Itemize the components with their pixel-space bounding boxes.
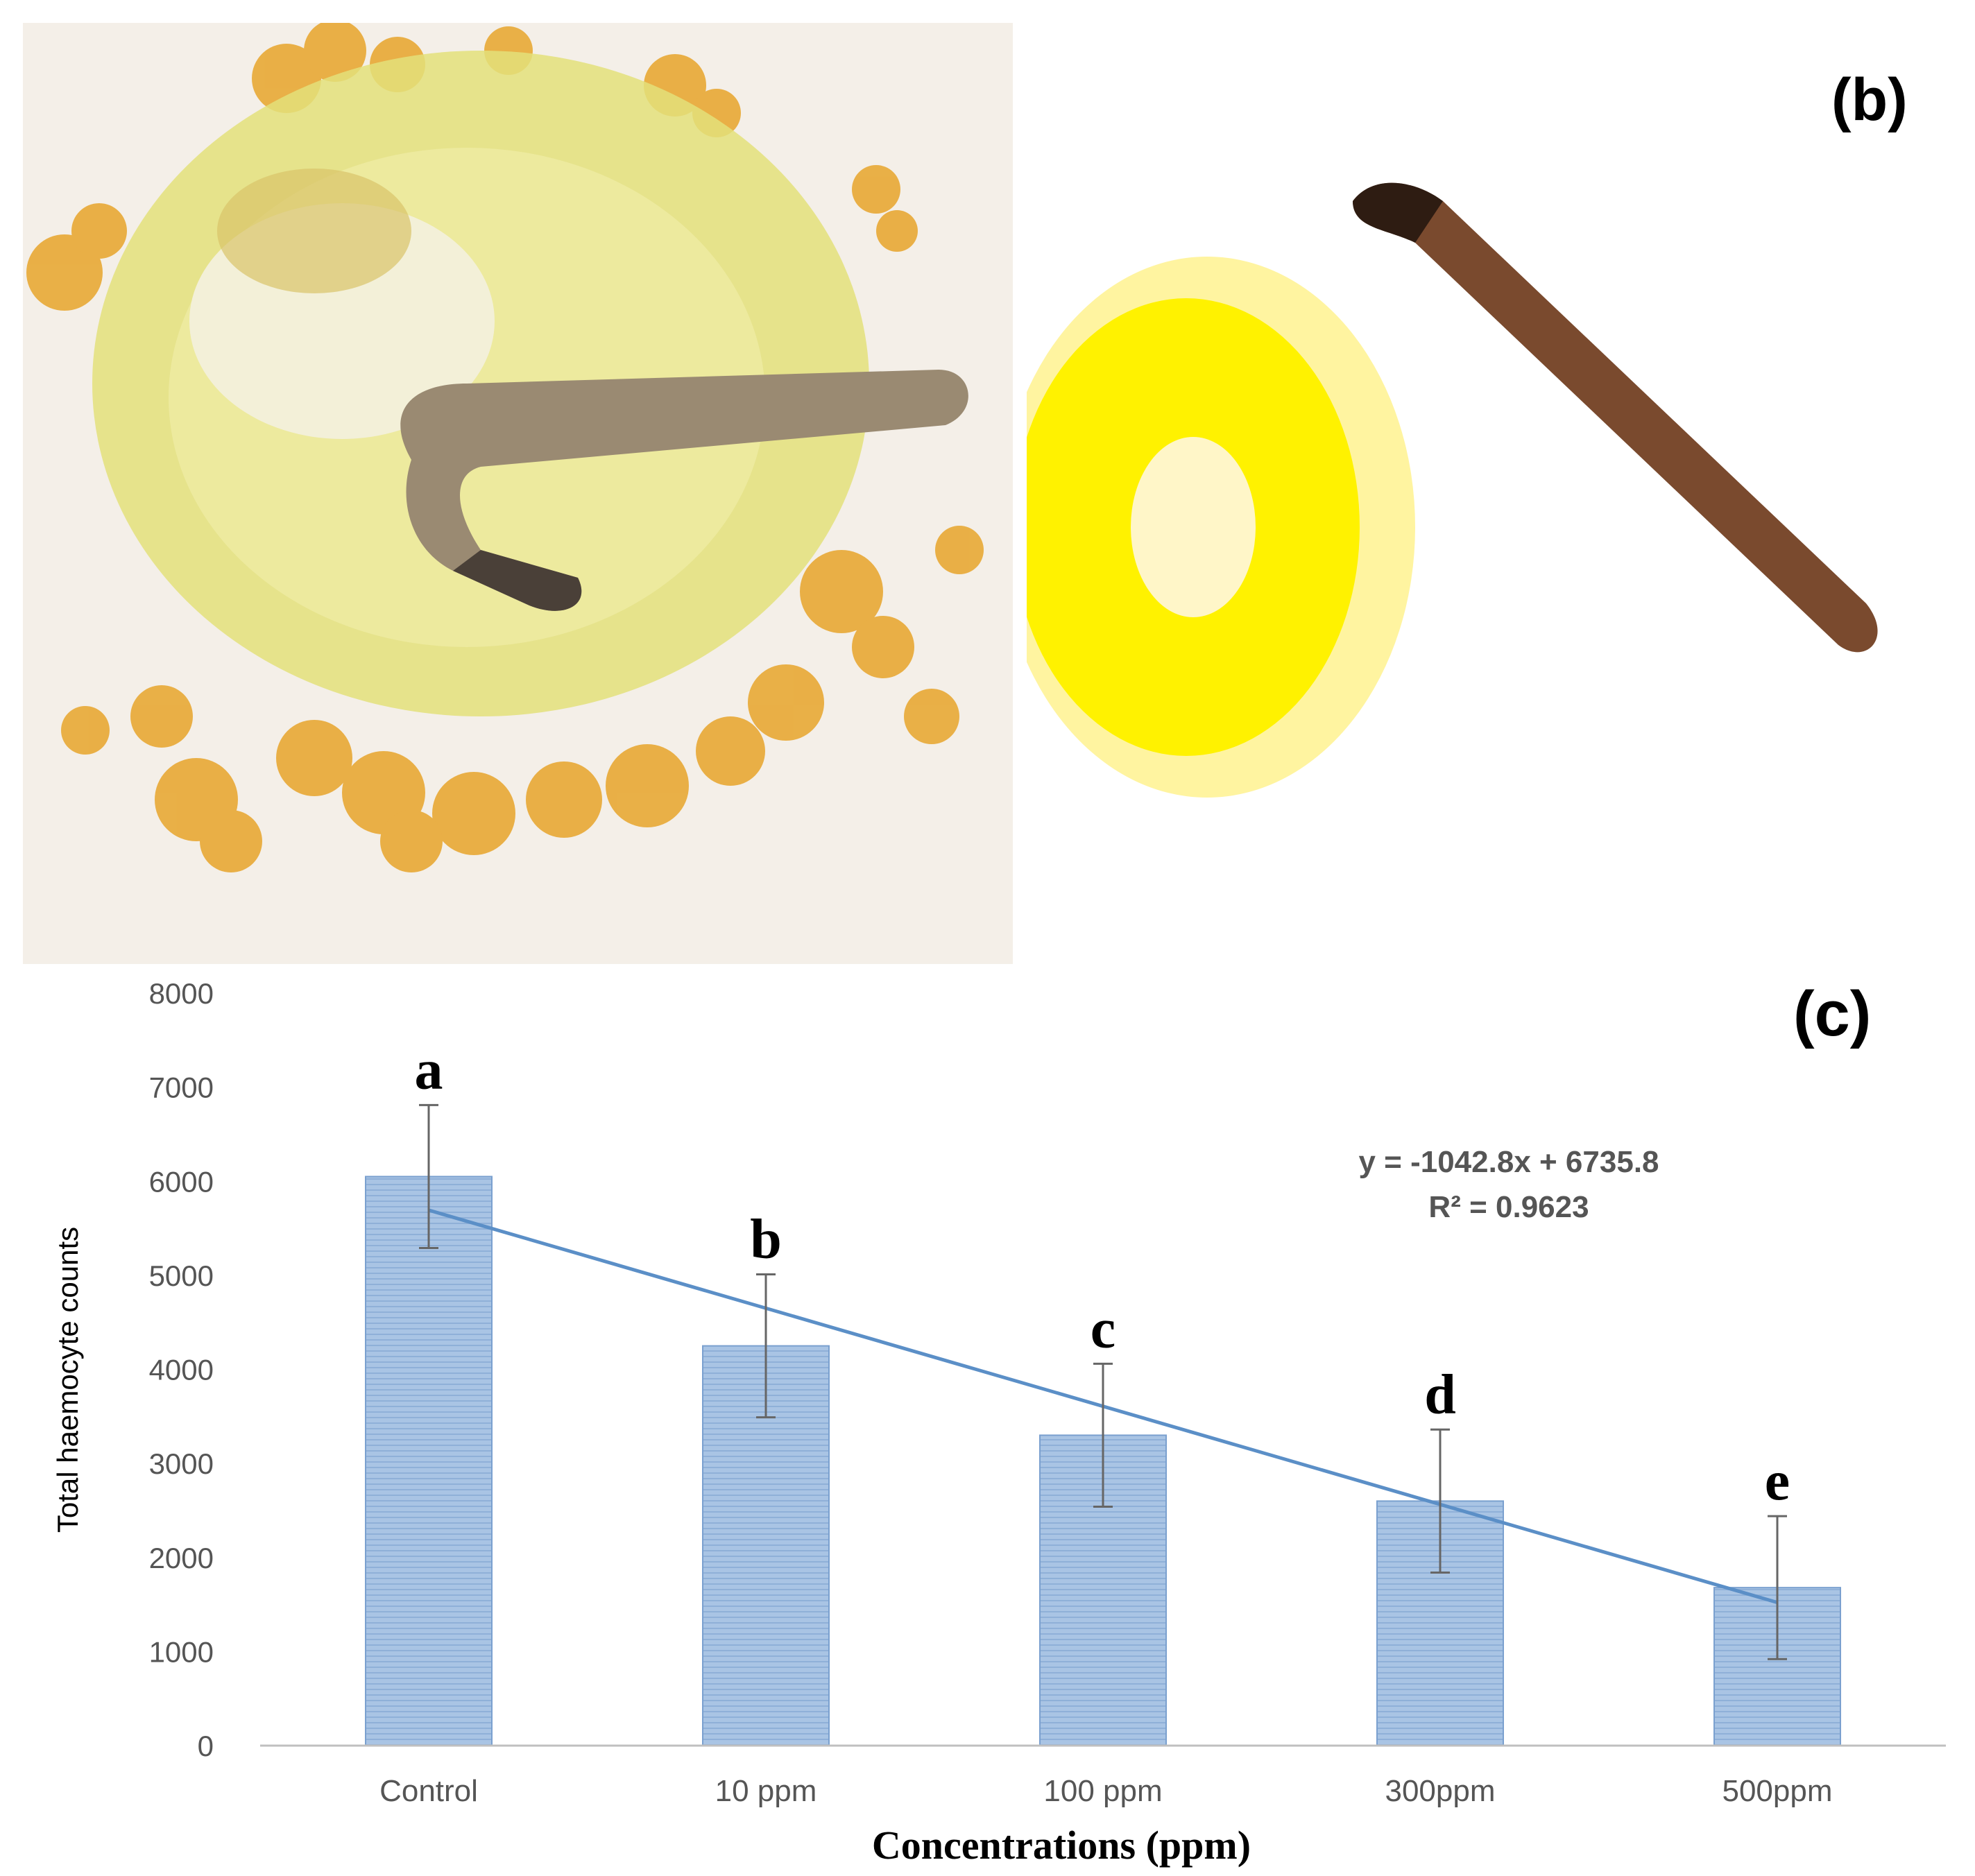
x-axis-label: Concentrations (ppm) <box>872 1823 1251 1868</box>
y-tick-label: 6000 <box>149 1165 214 1198</box>
panel-label-b: (b) <box>1831 67 1908 133</box>
chart-significance-letters: a b c d e <box>415 1038 1790 1512</box>
x-tick-label: 300ppm <box>1385 1774 1495 1808</box>
y-tick-label: 3000 <box>149 1447 214 1480</box>
y-tick-label: 2000 <box>149 1542 214 1574</box>
trendline-r-squared: R² = 0.9623 <box>1428 1190 1589 1224</box>
chart-y-ticks: 0 1000 2000 3000 4000 5000 6000 7000 8000 <box>149 977 214 1762</box>
x-tick-label: Control <box>379 1774 478 1808</box>
y-tick-label: 1000 <box>149 1635 214 1668</box>
x-tick-label: 10 ppm <box>715 1774 817 1808</box>
significance-letter: c <box>1091 1296 1115 1359</box>
significance-letter: a <box>415 1038 443 1101</box>
chart-error-bars <box>419 1103 1787 1660</box>
y-axis-label: Total haemocyte counts <box>51 1227 84 1533</box>
significance-letter: e <box>1765 1449 1790 1512</box>
y-tick-label: 4000 <box>149 1354 214 1386</box>
photo-caterpillar-treated <box>1027 0 1975 941</box>
trendline-equation: y = -1042.8x + 6735.8 <box>1358 1145 1659 1179</box>
y-tick-label: 0 <box>198 1730 214 1762</box>
panel-label-c: (c) <box>1793 979 1872 1049</box>
y-tick-label: 7000 <box>149 1072 214 1104</box>
y-tick-label: 8000 <box>149 977 214 1010</box>
y-tick-label: 5000 <box>149 1259 214 1292</box>
significance-letter: d <box>1424 1362 1456 1425</box>
x-tick-label: 500ppm <box>1722 1774 1832 1808</box>
bar-control <box>365 1176 493 1746</box>
photo-caterpillar-treated-graphic <box>1027 0 1975 941</box>
significance-letter: b <box>750 1207 782 1271</box>
photo-caterpillar-control-graphic <box>23 23 1013 964</box>
photo-caterpillar-control <box>23 23 1013 964</box>
x-tick-label: 100 ppm <box>1043 1774 1162 1808</box>
chart-bars <box>365 1176 1841 1747</box>
chart-x-ticks: Control 10 ppm 100 ppm 300ppm 500ppm <box>379 1774 1832 1808</box>
